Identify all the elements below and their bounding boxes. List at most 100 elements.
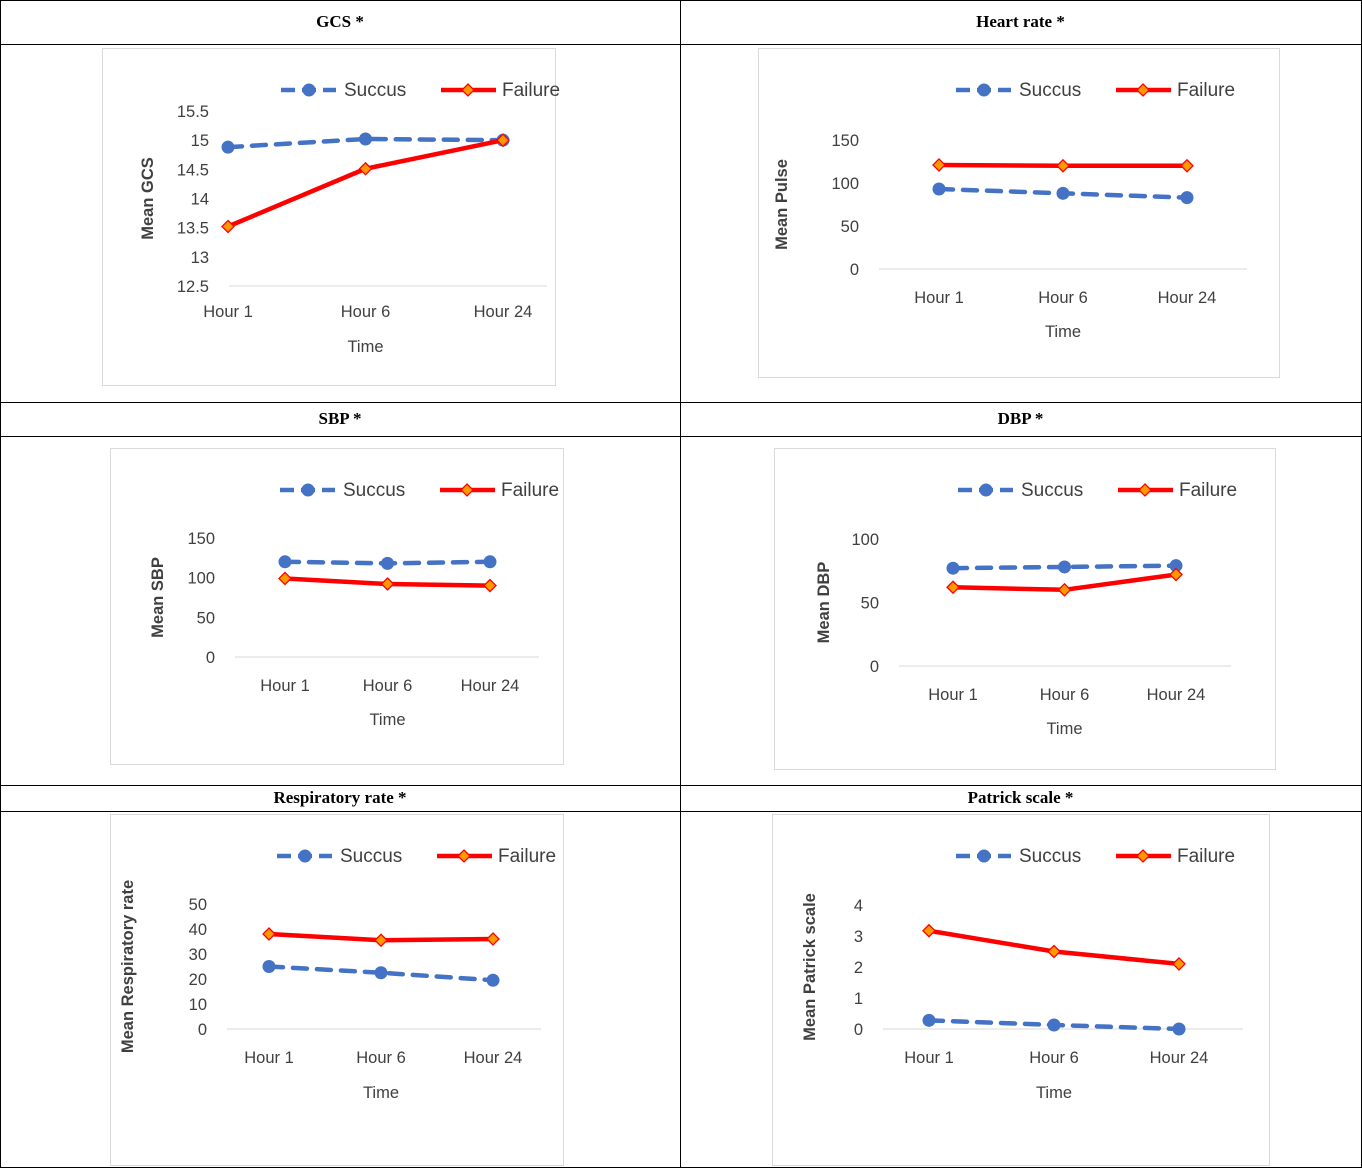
x-tick-label: Hour 24: [464, 1049, 523, 1067]
y-tick-label: 2: [854, 959, 863, 977]
x-tick-label: Hour 1: [260, 677, 310, 695]
legend-failure-label: Failure: [502, 80, 560, 101]
series-succus: [262, 960, 500, 987]
failure-data-point: [278, 571, 292, 586]
grid-rule: [0, 0, 1362, 1]
x-tick-label: Hour 6: [356, 1049, 406, 1067]
chart-heart-rate: Succus Failure 0 50 100 150 Hour 1 Hour 6 Hour 2…: [758, 48, 1280, 378]
failure-data-point: [496, 133, 510, 148]
failure-data-point: [483, 578, 497, 593]
y-axis-title: Mean Patrick scale: [801, 893, 819, 1041]
legend-succus-label: Succus: [343, 480, 405, 501]
x-axis-title: Time: [1046, 720, 1082, 738]
y-tick-label: 4: [854, 897, 863, 915]
legend-succus-marker: [301, 483, 315, 497]
grid-rule: [680, 0, 681, 1168]
grid-rule: [0, 402, 1362, 403]
failure-data-point: [1056, 158, 1070, 173]
panel-title-sbp: SBP *: [318, 409, 362, 428]
y-tick-label: 0: [206, 649, 215, 667]
y-tick-label: 40: [189, 921, 207, 939]
panel-title-patrick-scale: Patrick scale *: [967, 788, 1074, 807]
legend: Succus Failure: [956, 846, 1235, 867]
legend-failure-marker: [1138, 483, 1152, 497]
x-tick-label: Hour 1: [928, 686, 978, 704]
x-tick-label: Hour 24: [1147, 686, 1206, 704]
succus-data-point: [1180, 191, 1194, 205]
x-tick-label: Hour 1: [244, 1049, 294, 1067]
succus-data-point: [221, 140, 235, 154]
x-tick-label: Hour 6: [1040, 686, 1090, 704]
succus-data-point: [483, 555, 497, 569]
y-tick-label: 10: [189, 996, 207, 1014]
failure-data-point: [932, 158, 946, 172]
series-failure: [221, 133, 510, 234]
y-tick-label: 100: [851, 531, 879, 549]
y-tick-label: 1: [854, 990, 863, 1008]
y-tick-label: 14: [191, 191, 209, 209]
y-tick-label: 50: [841, 218, 859, 236]
succus-line: [225, 136, 506, 150]
x-tick-label: Hour 6: [1038, 289, 1088, 307]
x-axis-title: Time: [369, 711, 405, 729]
succus-data-point: [359, 132, 372, 146]
legend: Succus Failure: [958, 480, 1237, 501]
legend: Succus Failure: [277, 846, 556, 867]
succus-data-point: [1172, 1022, 1186, 1036]
failure-data-point: [922, 923, 936, 938]
legend-failure-label: Failure: [1177, 846, 1235, 867]
legend-succus-marker: [298, 849, 312, 863]
failure-data-point: [1172, 956, 1186, 971]
panel-title-heart-rate: Heart rate *: [976, 12, 1065, 31]
grid-rule: [0, 785, 1362, 786]
y-tick-label: 15: [191, 132, 209, 150]
legend: Succus Failure: [281, 80, 560, 101]
y-tick-label: 50: [189, 896, 207, 914]
legend-succus-label: Succus: [1021, 480, 1083, 501]
failure-data-point: [1057, 582, 1072, 597]
succus-data-point: [922, 1013, 936, 1027]
x-tick-label: Hour 6: [1029, 1049, 1079, 1067]
grid-rule: [0, 436, 1362, 437]
series-succus: [946, 559, 1183, 575]
y-tick-label: 15.5: [177, 103, 209, 121]
panel-title-respiratory-rate: Respiratory rate *: [273, 788, 407, 807]
x-axis-title: Time: [1036, 1084, 1072, 1102]
succus-data-point: [381, 556, 394, 570]
x-axis-title: Time: [347, 338, 383, 356]
y-tick-label: 3: [854, 928, 863, 946]
y-tick-label: 0: [850, 261, 859, 279]
series-failure: [946, 567, 1183, 597]
failure-data-point: [262, 927, 276, 941]
x-tick-label: Hour 24: [474, 303, 533, 321]
series-failure: [262, 927, 500, 948]
succus-data-point: [1047, 1018, 1061, 1032]
failure-data-point: [221, 219, 235, 234]
legend-succus-label: Succus: [1019, 80, 1081, 101]
failure-line: [225, 137, 506, 229]
succus-data-point: [374, 966, 388, 980]
x-axis-title: Time: [1045, 323, 1081, 341]
grid-rule: [0, 811, 1362, 812]
y-tick-label: 150: [831, 132, 859, 150]
failure-data-point: [486, 932, 500, 946]
x-axis-title: Time: [363, 1084, 399, 1102]
legend-failure-marker: [460, 483, 474, 497]
y-axis-title: Mean Pulse: [773, 159, 791, 250]
failure-data-point: [374, 933, 388, 948]
y-tick-label: 100: [187, 570, 215, 588]
series-failure: [932, 158, 1194, 173]
legend-failure-label: Failure: [1177, 80, 1235, 101]
legend: Succus Failure: [956, 80, 1235, 101]
legend-succus-marker: [302, 83, 316, 97]
y-tick-label: 0: [870, 658, 879, 676]
grid-rule: [0, 1167, 1362, 1168]
y-tick-label: 0: [198, 1021, 207, 1039]
y-axis-title: Mean Respiratory rate: [119, 880, 137, 1053]
legend-failure-label: Failure: [1179, 480, 1237, 501]
failure-data-point: [380, 577, 395, 591]
legend-succus-label: Succus: [1019, 846, 1081, 867]
failure-data-point: [1047, 944, 1061, 959]
panel-title-dbp: DBP *: [997, 409, 1044, 428]
chart-sbp: Succus Failure 0 50 100 150 Hour 1 Hour 6 Hour 2…: [110, 448, 564, 765]
